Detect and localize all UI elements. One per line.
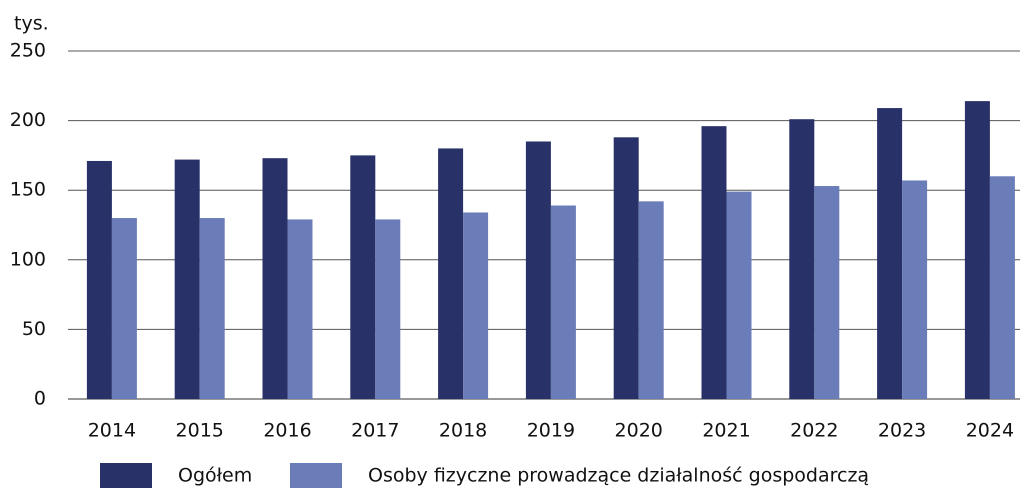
x-tick-label: 2014 xyxy=(88,420,136,442)
x-tick-label: 2020 xyxy=(615,420,663,442)
bar xyxy=(174,159,200,399)
bar xyxy=(638,201,664,399)
y-tick-label: 100 xyxy=(10,248,46,270)
x-tick-label: 2015 xyxy=(176,420,224,442)
x-tick-label: 2018 xyxy=(439,420,487,442)
bar xyxy=(877,108,903,400)
bar xyxy=(375,219,401,399)
bar xyxy=(287,219,313,399)
x-tick-label: 2019 xyxy=(527,420,575,442)
legend-label: Osoby fizyczne prowadzące działalność go… xyxy=(368,465,869,487)
bar xyxy=(814,186,840,399)
y-axis-label: tys. xyxy=(14,13,49,35)
x-tick-label: 2016 xyxy=(263,420,311,442)
x-tick-label: 2023 xyxy=(878,420,926,442)
legend-label: Ogółem xyxy=(178,465,252,487)
bar xyxy=(989,176,1015,399)
y-tick-label: 50 xyxy=(22,318,46,340)
bar xyxy=(701,126,727,399)
y-tick-label: 150 xyxy=(10,179,46,201)
bar xyxy=(262,158,288,399)
y-tick-label: 250 xyxy=(10,40,46,62)
bar xyxy=(613,137,639,399)
y-tick-label: 0 xyxy=(34,388,46,410)
x-tick-label: 2017 xyxy=(351,420,399,442)
legend-swatch xyxy=(290,463,342,488)
x-tick-label: 2024 xyxy=(966,420,1014,442)
legend-swatch xyxy=(100,463,152,488)
bar xyxy=(86,160,112,399)
bar xyxy=(438,148,464,399)
bar xyxy=(789,119,815,399)
x-tick-label: 2022 xyxy=(790,420,838,442)
bar xyxy=(199,218,225,399)
bar xyxy=(964,101,990,399)
bar xyxy=(902,180,928,399)
bar xyxy=(550,205,576,399)
bar xyxy=(463,212,489,399)
bar xyxy=(111,218,137,399)
bar xyxy=(350,155,376,399)
y-tick-label: 200 xyxy=(10,109,46,131)
x-tick-label: 2021 xyxy=(702,420,750,442)
bar xyxy=(525,141,551,400)
bar xyxy=(726,191,752,399)
